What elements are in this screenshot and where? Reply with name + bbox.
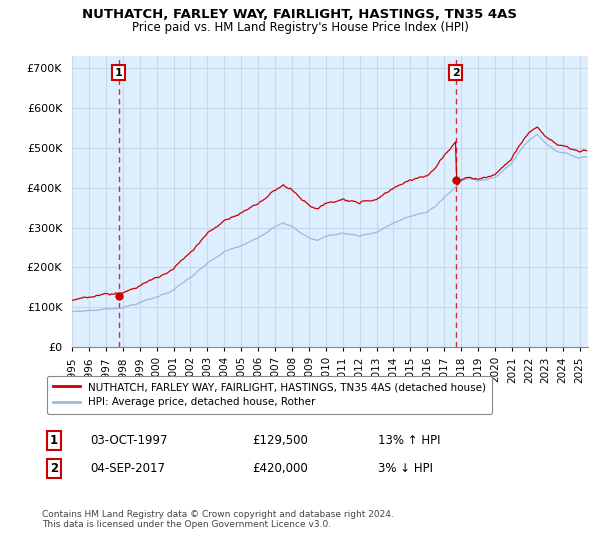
- Legend: NUTHATCH, FARLEY WAY, FAIRLIGHT, HASTINGS, TN35 4AS (detached house), HPI: Avera: NUTHATCH, FARLEY WAY, FAIRLIGHT, HASTING…: [47, 376, 492, 414]
- Text: £129,500: £129,500: [252, 434, 308, 447]
- Text: 2: 2: [50, 462, 58, 475]
- Text: 3% ↓ HPI: 3% ↓ HPI: [378, 462, 433, 475]
- Text: 2: 2: [452, 68, 460, 78]
- Text: £420,000: £420,000: [252, 462, 308, 475]
- Text: Contains HM Land Registry data © Crown copyright and database right 2024.
This d: Contains HM Land Registry data © Crown c…: [42, 510, 394, 529]
- Text: Price paid vs. HM Land Registry's House Price Index (HPI): Price paid vs. HM Land Registry's House …: [131, 21, 469, 34]
- Text: 1: 1: [115, 68, 122, 78]
- Text: 03-OCT-1997: 03-OCT-1997: [90, 434, 167, 447]
- Text: 04-SEP-2017: 04-SEP-2017: [90, 462, 165, 475]
- Text: NUTHATCH, FARLEY WAY, FAIRLIGHT, HASTINGS, TN35 4AS: NUTHATCH, FARLEY WAY, FAIRLIGHT, HASTING…: [83, 8, 517, 21]
- Text: 13% ↑ HPI: 13% ↑ HPI: [378, 434, 440, 447]
- Text: 1: 1: [50, 434, 58, 447]
